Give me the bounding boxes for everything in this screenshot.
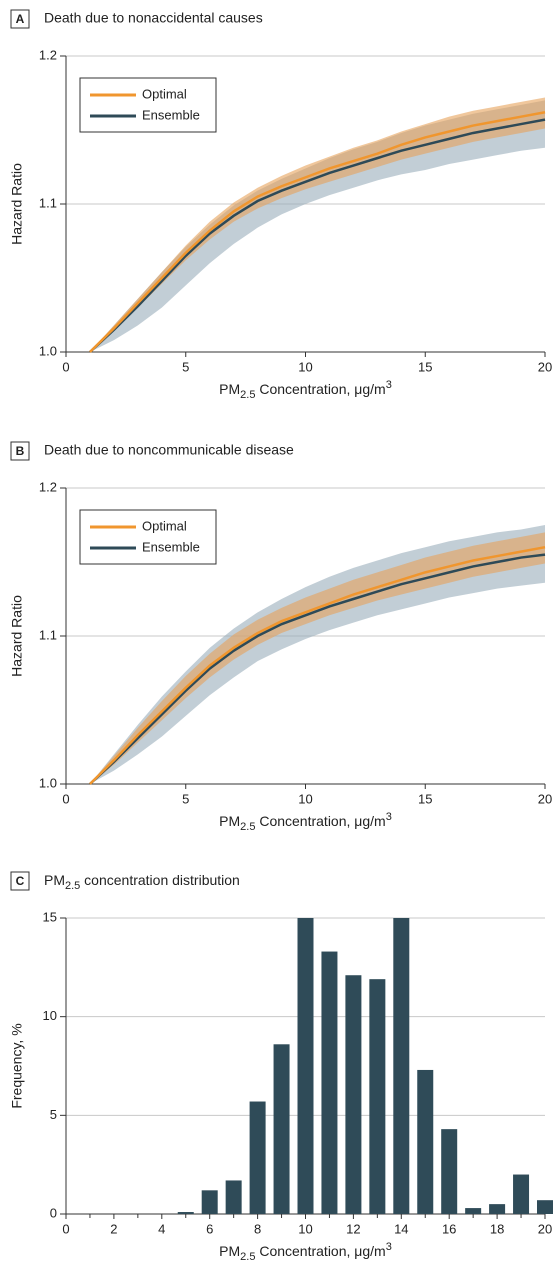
text-part: PM [219, 813, 240, 829]
chart-title: PM2.5 concentration distribution [44, 872, 240, 892]
x-tick-label: 4 [158, 1221, 165, 1236]
text-part: PM [44, 872, 65, 888]
y-tick-label: 0 [50, 1205, 57, 1220]
panel-label: A [16, 12, 25, 26]
bar [345, 975, 362, 1214]
panel-label-box [10, 9, 30, 29]
line [89, 118, 546, 353]
x-tick-label: 20 [538, 359, 552, 374]
y-tick-label: 1.1 [39, 195, 57, 210]
panel-label: C [16, 874, 25, 888]
x-tick-label: 18 [490, 1221, 504, 1236]
y-tick-label: 1.2 [39, 479, 57, 494]
bar [177, 1212, 194, 1214]
x-axis-label: PM2.5 Concentration, μg/m3 [219, 811, 392, 833]
x-tick-label: 0 [62, 1221, 69, 1236]
x-tick-label: 20 [538, 791, 552, 806]
y-axis-label: Hazard Ratio [9, 163, 25, 245]
confidence-band [89, 97, 545, 352]
bar [297, 918, 314, 1214]
y-tick-label: 5 [50, 1107, 57, 1122]
bar [417, 1069, 434, 1214]
confidence-band [89, 525, 545, 784]
line [89, 111, 546, 353]
chart-title: Death due to noncommunicable disease [44, 442, 294, 458]
bar [489, 1204, 506, 1214]
text-part: concentration distribution [80, 872, 240, 888]
text-part: Concentration, μg/m [255, 813, 385, 829]
bar [393, 918, 410, 1214]
y-axis-label: Frequency, % [9, 1023, 25, 1108]
y-tick-label: 1.1 [39, 627, 57, 642]
legend-label: Ensemble [142, 107, 200, 122]
bar [465, 1208, 482, 1214]
bar [513, 1174, 530, 1214]
text-part: 2.5 [65, 880, 80, 892]
bar [441, 1129, 458, 1214]
y-tick-label: 15 [43, 909, 57, 924]
x-tick-label: 8 [254, 1221, 261, 1236]
y-axis-label: Hazard Ratio [9, 595, 25, 677]
x-tick-label: 12 [346, 1221, 360, 1236]
x-tick-label: 6 [206, 1221, 213, 1236]
text-part: Concentration, μg/m [255, 1243, 385, 1259]
x-tick-label: 10 [298, 359, 312, 374]
legend-label: Optimal [142, 518, 187, 533]
bar [249, 1101, 266, 1214]
legend-box [79, 509, 217, 565]
text-part: PM [219, 381, 240, 397]
bar [225, 1180, 242, 1214]
text-part: 3 [386, 379, 392, 391]
chart-title: Death due to nonaccidental causes [44, 10, 263, 26]
x-axis-label: PM2.5 Concentration, μg/m3 [219, 1241, 392, 1263]
x-tick-label: 0 [62, 791, 69, 806]
x-tick-label: 15 [418, 791, 432, 806]
bar [369, 979, 386, 1214]
x-tick-label: 15 [418, 359, 432, 374]
legend-box [79, 77, 217, 133]
bar [321, 951, 338, 1214]
x-tick-label: 10 [298, 791, 312, 806]
text-part: PM [219, 1243, 240, 1259]
text-part: 2.5 [240, 1251, 255, 1263]
line [89, 545, 546, 785]
panel-label-box [10, 441, 30, 461]
x-axis-label: PM2.5 Concentration, μg/m3 [219, 379, 392, 401]
y-tick-label: 10 [43, 1008, 57, 1023]
confidence-band [89, 532, 545, 784]
panel-label: B [16, 444, 25, 458]
x-tick-label: 5 [182, 359, 189, 374]
y-tick-label: 1.0 [39, 343, 57, 358]
confidence-band [89, 100, 545, 353]
x-tick-label: 0 [62, 359, 69, 374]
x-tick-label: 2 [110, 1221, 117, 1236]
text-part: 3 [386, 811, 392, 823]
y-tick-label: 1.2 [39, 47, 57, 62]
x-tick-label: 14 [394, 1221, 408, 1236]
x-tick-label: 10 [298, 1221, 312, 1236]
text-part: 2.5 [240, 389, 255, 401]
text-part: 2.5 [240, 821, 255, 833]
text-part: 3 [386, 1241, 392, 1253]
y-tick-label: 1.0 [39, 775, 57, 790]
legend-label: Optimal [142, 86, 187, 101]
x-tick-label: 16 [442, 1221, 456, 1236]
legend-label: Ensemble [142, 539, 200, 554]
bar [537, 1200, 553, 1214]
bar [273, 1044, 290, 1214]
line [89, 553, 546, 785]
text-part: Concentration, μg/m [255, 381, 385, 397]
bar [201, 1190, 218, 1214]
panel-label-box [10, 871, 30, 891]
x-tick-label: 5 [182, 791, 189, 806]
x-tick-label: 20 [538, 1221, 552, 1236]
